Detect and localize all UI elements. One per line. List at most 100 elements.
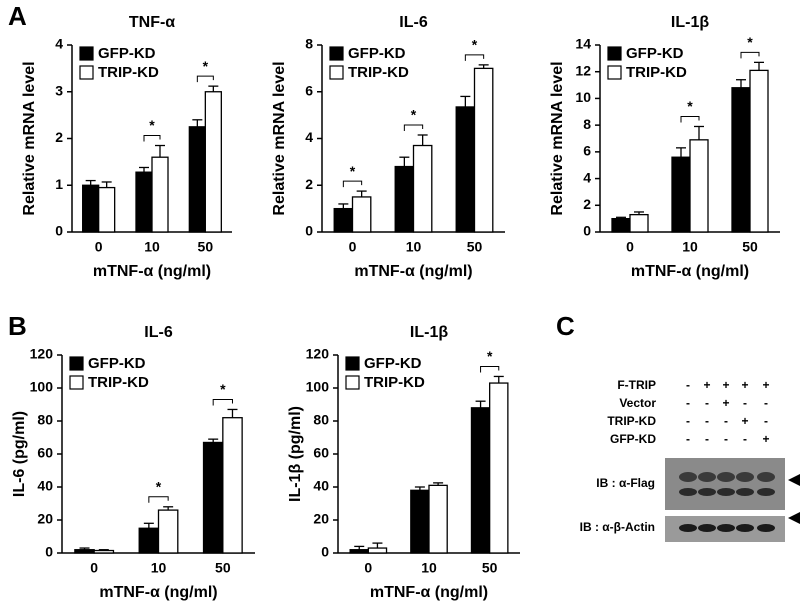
- legend-label: TRIP-KD: [88, 374, 149, 391]
- error-bar: [433, 482, 444, 486]
- y-tick-label: 4: [305, 129, 313, 145]
- y-tick-label: 0: [305, 223, 313, 239]
- x-axis-label: mTNF-α (ng/ml): [370, 584, 488, 601]
- significance-bracket: [212, 398, 233, 406]
- band: [757, 472, 775, 482]
- blot-sign: +: [762, 432, 769, 446]
- bar: [611, 217, 631, 233]
- y-tick-label: 3: [55, 82, 63, 98]
- legend-swatch: [69, 375, 84, 390]
- x-tick-label: 10: [406, 239, 422, 255]
- legend-label: TRIP-KD: [348, 64, 409, 81]
- bar: [455, 106, 476, 233]
- error-bar: [493, 375, 504, 384]
- y-tick-label: 100: [30, 379, 54, 395]
- significance-bracket: [480, 365, 500, 373]
- bar: [157, 509, 179, 554]
- antibody-label: IB : α-β-Actin: [580, 520, 655, 534]
- error-bar: [101, 181, 112, 188]
- x-axis-label: mTNF-α (ng/ml): [631, 263, 749, 280]
- blot-sign: +: [741, 414, 748, 428]
- legend-swatch: [345, 375, 360, 390]
- legend-swatch: [607, 46, 622, 61]
- bar: [202, 441, 224, 554]
- band: [717, 488, 735, 496]
- chart-title: IL-6: [399, 14, 428, 31]
- band: [757, 524, 775, 532]
- legend-swatch: [607, 65, 622, 80]
- antibody-label: IB : α-Flag: [596, 476, 655, 490]
- legend-swatch: [329, 65, 344, 80]
- significance-star: *: [487, 348, 493, 364]
- bar: [412, 144, 433, 233]
- band: [679, 488, 697, 496]
- arrow: [788, 474, 800, 486]
- bar: [82, 184, 100, 233]
- arrow: [788, 512, 800, 524]
- band: [698, 472, 716, 482]
- x-tick-label: 10: [682, 239, 698, 255]
- panel-label: B: [8, 311, 27, 341]
- panel-label: C: [556, 311, 575, 341]
- chart-title: IL-1β: [671, 14, 709, 31]
- bar: [367, 547, 388, 554]
- legend-label: GFP-KD: [98, 45, 156, 62]
- bar: [473, 67, 494, 233]
- significance-bracket: [680, 115, 700, 123]
- y-tick-label: 6: [305, 82, 313, 98]
- bar: [489, 382, 509, 554]
- band: [736, 488, 754, 496]
- bar: [410, 489, 430, 554]
- significance-star: *: [220, 381, 226, 397]
- x-tick-label: 50: [198, 239, 214, 255]
- chart-title: TNF-α: [129, 14, 175, 31]
- chart-title: IL-6: [144, 324, 173, 341]
- band: [736, 472, 754, 482]
- x-axis-label: mTNF-α (ng/ml): [99, 584, 217, 601]
- bar: [74, 549, 95, 554]
- y-tick-label: 2: [305, 176, 313, 192]
- bar: [351, 196, 372, 233]
- panel-label: A: [8, 1, 27, 31]
- band: [717, 472, 735, 482]
- error-bar: [676, 147, 686, 158]
- chart-title: IL-1β: [410, 324, 448, 341]
- y-tick-label: 1: [55, 176, 63, 192]
- legend-label: GFP-KD: [348, 45, 406, 62]
- legend-swatch: [79, 46, 94, 61]
- significance-star: *: [149, 117, 155, 133]
- blot-sign: -: [764, 396, 768, 410]
- y-tick-label: 14: [575, 36, 591, 52]
- x-tick-label: 50: [482, 560, 498, 576]
- significance-star: *: [203, 58, 209, 74]
- significance-star: *: [472, 37, 478, 53]
- error-bar: [399, 156, 410, 167]
- error-bar: [155, 144, 165, 158]
- bar: [222, 417, 243, 554]
- significance-bracket: [143, 135, 161, 142]
- y-tick-label: 0: [321, 544, 329, 560]
- x-tick-label: 0: [364, 560, 372, 576]
- error-bar: [736, 79, 746, 88]
- blot-sign: +: [762, 378, 769, 392]
- y-tick-label: 12: [575, 62, 591, 78]
- bar: [731, 87, 751, 233]
- bar: [671, 156, 691, 233]
- y-tick-label: 20: [37, 511, 53, 527]
- band: [736, 524, 754, 532]
- x-axis-label: mTNF-α (ng/ml): [354, 263, 472, 280]
- legend-label: GFP-KD: [364, 355, 422, 372]
- bar: [470, 407, 491, 554]
- blot-row-label: GFP-KD: [610, 432, 656, 446]
- y-tick-label: 40: [37, 478, 53, 494]
- error-bar: [356, 190, 367, 197]
- error-bar: [354, 545, 365, 550]
- y-tick-label: 80: [313, 412, 329, 428]
- blot-sign: +: [722, 378, 729, 392]
- y-tick-label: 100: [306, 379, 330, 395]
- x-tick-label: 0: [95, 239, 103, 255]
- y-tick-label: 8: [305, 36, 313, 52]
- x-tick-label: 50: [467, 239, 483, 255]
- y-tick-label: 4: [583, 169, 591, 185]
- error-bar: [478, 64, 489, 69]
